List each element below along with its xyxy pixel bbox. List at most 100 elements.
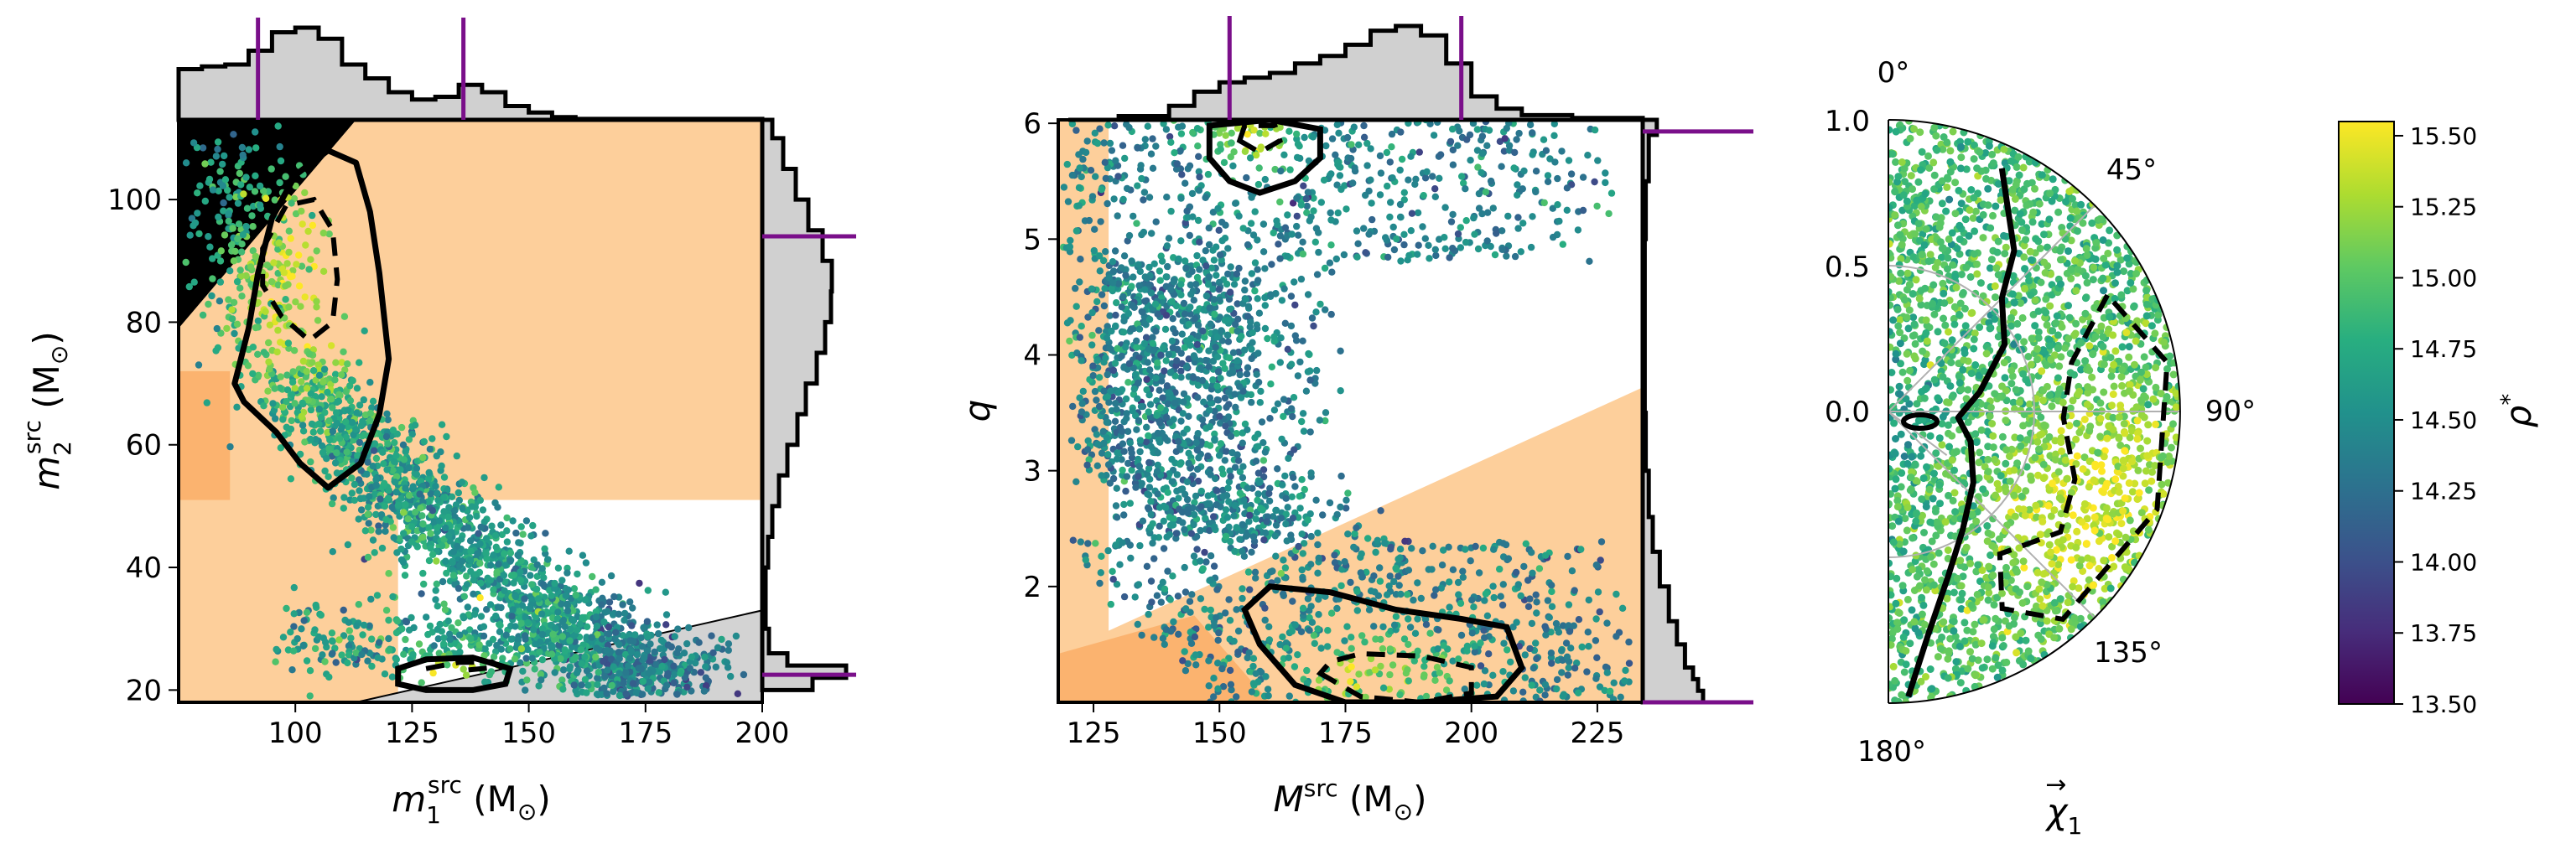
sample-point <box>1333 649 1341 656</box>
sample-point <box>1514 225 1522 232</box>
x-tick-label: 175 <box>618 717 673 750</box>
sample-point <box>1144 504 1152 511</box>
sample-point <box>1281 564 1290 572</box>
sample-point <box>1400 635 1409 643</box>
sample-point <box>1471 642 1478 650</box>
sample-point <box>605 630 613 638</box>
sample-point <box>1072 284 1079 292</box>
sample-point <box>380 460 387 468</box>
sample-point <box>1241 420 1249 428</box>
sample-point <box>1152 218 1160 225</box>
sample-point <box>718 635 725 644</box>
sample-point <box>434 496 442 504</box>
sample-point <box>1240 496 1248 504</box>
sample-point <box>382 432 391 441</box>
sample-point <box>1327 209 1334 217</box>
sample-point <box>1210 622 1218 629</box>
sample-point <box>1205 624 1213 631</box>
sample-point <box>1533 598 1540 606</box>
sample-point <box>311 644 319 653</box>
sample-point <box>191 219 200 227</box>
sample-point <box>1091 225 1098 233</box>
sample-point <box>644 587 652 594</box>
sample-point <box>476 559 484 567</box>
sample-point <box>1400 241 1408 249</box>
sample-point <box>1575 616 1583 624</box>
sample-point <box>225 210 232 217</box>
sample-point <box>1143 275 1150 282</box>
sample-point <box>603 690 610 697</box>
sample-point <box>1353 227 1361 235</box>
sample-point <box>1532 168 1540 175</box>
sample-point <box>1234 627 1243 635</box>
sample-point <box>311 626 319 634</box>
sample-point <box>473 512 480 520</box>
sample-point <box>477 579 485 587</box>
sample-point <box>212 153 221 160</box>
sample-point <box>233 277 242 286</box>
sample-point <box>528 655 536 662</box>
sample-point <box>290 623 298 630</box>
sample-point <box>605 598 614 606</box>
sample-point <box>1268 363 1276 370</box>
sample-point <box>1182 265 1190 272</box>
sample-point <box>327 380 335 388</box>
sample-point <box>1258 418 1266 426</box>
sample-point <box>732 632 740 640</box>
sample-point <box>1223 316 1232 323</box>
sample-point <box>1224 270 1232 278</box>
sample-point <box>439 494 448 501</box>
sample-point <box>1351 530 1358 538</box>
sample-point <box>287 235 294 242</box>
sample-point <box>1297 275 1306 283</box>
sample-point <box>1096 579 1104 587</box>
sample-point <box>1459 573 1467 581</box>
sample-point <box>480 474 488 482</box>
sample-point <box>1168 478 1176 485</box>
sample-point <box>1126 499 1135 507</box>
sample-point <box>1154 461 1162 469</box>
sample-point <box>1348 663 1355 670</box>
sample-point <box>1407 153 1415 160</box>
sample-point <box>1181 563 1188 572</box>
sample-point <box>565 547 573 555</box>
sample-point <box>288 199 295 207</box>
sample-point <box>1187 281 1195 289</box>
sample-point <box>486 601 495 608</box>
sample-point <box>1201 605 1208 613</box>
sample-point <box>620 680 627 687</box>
sample-point <box>203 399 210 406</box>
sample-point <box>1591 126 1599 134</box>
sample-point <box>1274 577 1281 584</box>
sample-point <box>626 655 634 662</box>
sample-point <box>1355 670 1363 678</box>
sample-point <box>394 501 402 510</box>
sample-point <box>1122 395 1130 403</box>
sample-point <box>319 448 327 457</box>
sample-point <box>1078 173 1085 181</box>
sample-point <box>1514 581 1523 588</box>
sample-point <box>1230 148 1238 156</box>
sample-point <box>219 182 227 189</box>
sample-point <box>528 581 536 588</box>
sample-point <box>1473 147 1482 154</box>
sample-point <box>344 406 351 414</box>
sample-point <box>697 669 704 676</box>
sample-point <box>583 634 590 641</box>
sample-point <box>313 247 320 255</box>
sample-point <box>307 458 314 466</box>
sample-point <box>230 257 238 265</box>
sample-point <box>1483 209 1492 216</box>
sample-point <box>1113 484 1121 492</box>
sample-point <box>1233 606 1240 613</box>
sample-point <box>1493 230 1500 237</box>
sample-point <box>367 526 375 534</box>
sample-point <box>1120 593 1129 601</box>
sample-point <box>1417 594 1426 603</box>
sample-point <box>1084 313 1092 321</box>
sample-point <box>454 584 463 593</box>
sample-point <box>289 267 297 275</box>
sample-point <box>214 145 221 153</box>
sample-point <box>392 655 400 664</box>
sample-point <box>629 604 636 612</box>
